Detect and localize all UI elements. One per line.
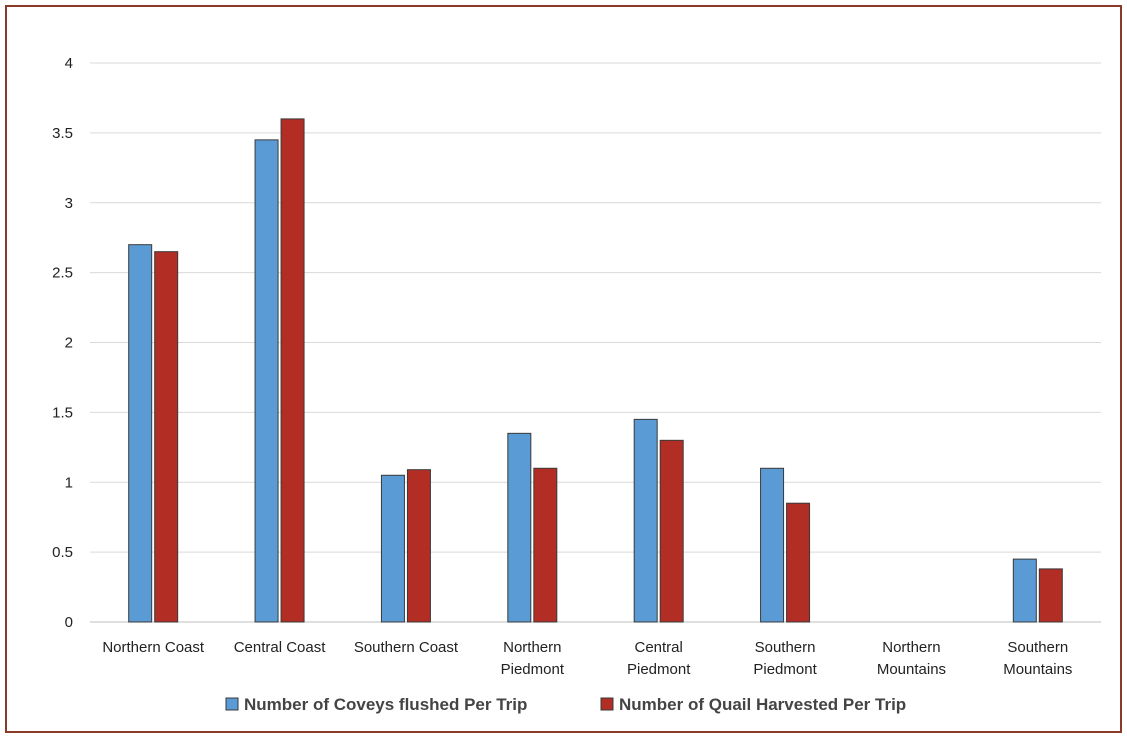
bar-series-1 xyxy=(380,474,405,623)
chart-frame xyxy=(5,5,1122,733)
gridlines xyxy=(90,62,1101,623)
bar-series-1 xyxy=(254,139,279,623)
y-tick-label: 3 xyxy=(65,195,73,212)
bar-series-2 xyxy=(154,251,179,623)
bars xyxy=(128,118,1063,623)
bar-series-2 xyxy=(659,439,684,623)
x-tick-label: Northern Piedmont xyxy=(501,639,565,678)
legend-swatch xyxy=(225,697,239,711)
y-tick-label: 1.5 xyxy=(52,404,73,421)
x-tick-label: Southern Mountains xyxy=(1003,639,1072,678)
x-tick-label: Northern Mountains xyxy=(877,639,946,678)
y-tick-label: 0.5 xyxy=(52,544,73,561)
legend-label: Number of Coveys flushed Per Trip xyxy=(244,695,527,714)
x-axis-labels: Northern Coast Central Coast Southern Coas… xyxy=(102,639,1072,678)
bar-series-1 xyxy=(507,432,532,623)
bar-series-1 xyxy=(633,418,658,623)
x-tick-label: Southern Piedmont xyxy=(753,639,817,678)
bar-series-1 xyxy=(128,244,153,623)
x-tick-label: Central Coast xyxy=(234,639,327,656)
legend: Number of Coveys flushed Per Trip Number … xyxy=(225,695,906,714)
bar-series-1 xyxy=(1012,558,1037,623)
bar-series-1 xyxy=(760,467,785,623)
y-tick-label: 0 xyxy=(65,614,73,631)
bar-series-2 xyxy=(1038,568,1063,623)
bar-series-2 xyxy=(786,502,811,623)
y-tick-label: 2.5 xyxy=(52,265,73,282)
legend-swatch xyxy=(600,697,614,711)
y-tick-label: 4 xyxy=(65,55,73,72)
x-tick-label: Central Piedmont xyxy=(627,639,691,678)
x-tick-label: Southern Coast xyxy=(354,639,459,656)
y-tick-label: 1 xyxy=(65,474,73,491)
y-axis-ticks: 0 0.5 1 1.5 2 2.5 3 3.5 4 xyxy=(52,55,73,631)
legend-label: Number of Quail Harvested Per Trip xyxy=(619,695,906,714)
x-tick-label: Northern Coast xyxy=(102,639,205,656)
bar-series-2 xyxy=(533,467,558,623)
bar-series-2 xyxy=(280,118,305,623)
y-tick-label: 3.5 xyxy=(52,125,73,142)
y-tick-label: 2 xyxy=(65,335,73,352)
bar-series-2 xyxy=(406,469,431,623)
